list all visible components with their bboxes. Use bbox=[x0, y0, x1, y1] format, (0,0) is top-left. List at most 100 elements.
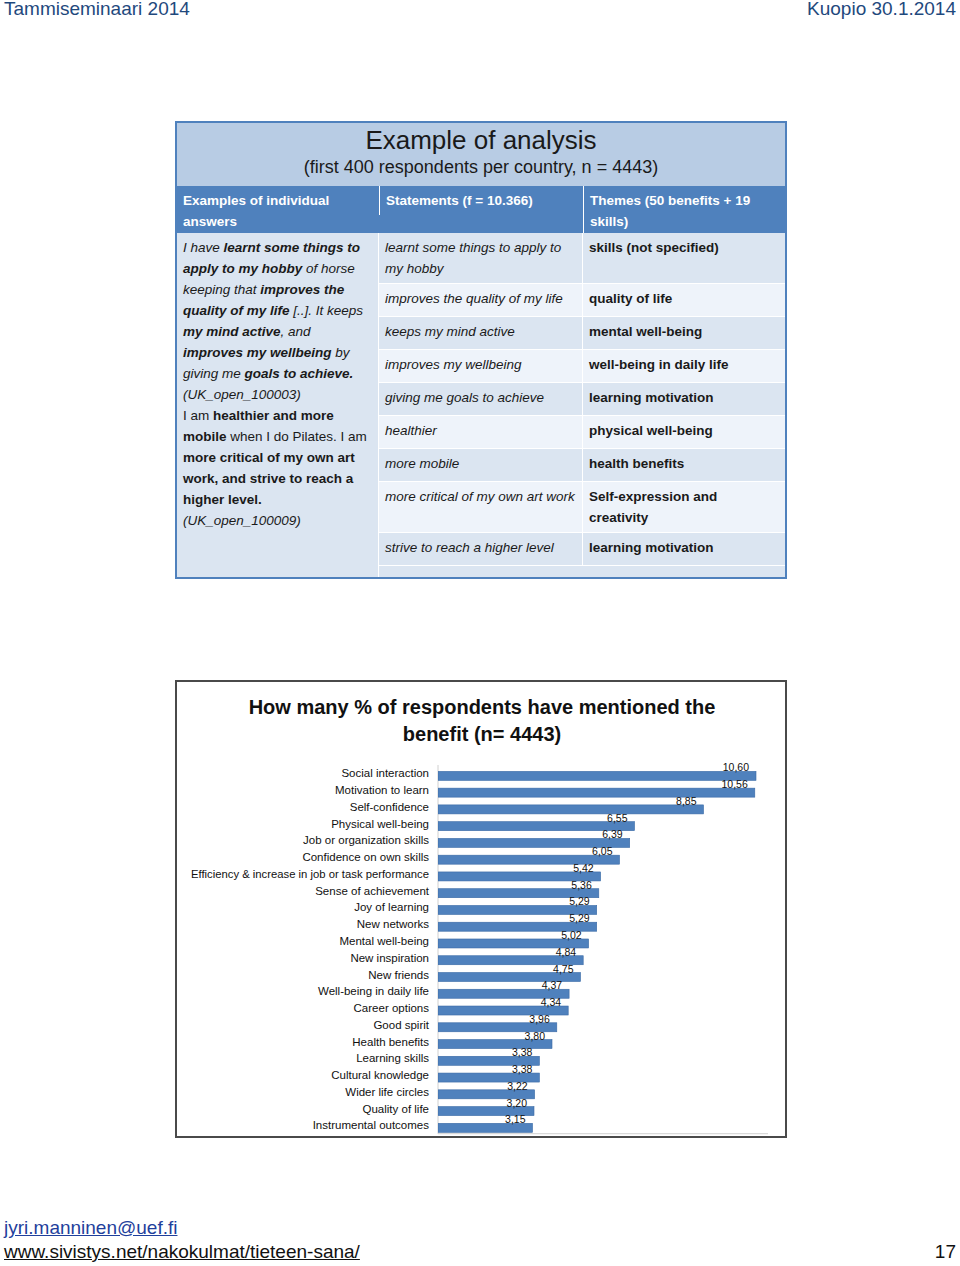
footer-email: jyri.manninen@uef.fi bbox=[4, 1217, 177, 1239]
data-label: 10,56 bbox=[722, 778, 748, 790]
table-row: keeps my mind activemental well-being bbox=[379, 317, 785, 350]
category-label: Health benefits bbox=[352, 1036, 429, 1048]
data-label: 4,84 bbox=[556, 946, 577, 958]
category-label: Instrumental outcomes bbox=[313, 1119, 430, 1131]
data-label: 3,22 bbox=[507, 1080, 528, 1092]
chart-svg: Social interaction 10,60 Motivation to lea… bbox=[177, 682, 785, 1136]
theme-cell: mental well-being bbox=[583, 317, 785, 349]
table-title-area: Example of analysis(first 400 respondent… bbox=[177, 123, 785, 186]
category-label: Mental well-being bbox=[340, 935, 430, 947]
theme-cell: skills (not specified) bbox=[583, 233, 785, 283]
category-label: Wider life circles bbox=[345, 1086, 429, 1098]
table-row: improves the quality of my lifequality o… bbox=[379, 284, 785, 317]
answer-segment: I have bbox=[183, 240, 224, 255]
category-label: New networks bbox=[357, 918, 429, 930]
statement-cell: keeps my mind active bbox=[379, 317, 583, 349]
answer: I am healthier and more mobile when I do… bbox=[183, 405, 372, 510]
answer-segment: , and bbox=[281, 324, 311, 339]
data-label: 4,34 bbox=[541, 996, 562, 1008]
answer-segment: improves my wellbeing bbox=[183, 345, 332, 360]
footer-url: www.sivistys.net/nakokulmat/tieteen-sana… bbox=[4, 1241, 360, 1263]
bar bbox=[438, 788, 755, 797]
data-label: 4,75 bbox=[553, 963, 574, 975]
data-label: 5,42 bbox=[573, 862, 594, 874]
answer-source: (UK_open_100003) bbox=[183, 384, 372, 405]
data-label: 3,20 bbox=[507, 1097, 528, 1109]
category-label: Well-being in daily life bbox=[318, 985, 429, 997]
data-label: 4,37 bbox=[542, 979, 563, 991]
category-label: Learning skills bbox=[356, 1052, 429, 1064]
column-header: Statements (f = 10.366) bbox=[379, 186, 583, 215]
answer-segment: goals to achieve. bbox=[245, 366, 354, 381]
header-right: Kuopio 30.1.2014 bbox=[807, 0, 956, 20]
column-header: Themes (50 benefits + 19 skills) bbox=[583, 186, 785, 236]
category-label: Self-confidence bbox=[350, 801, 429, 813]
statement-cell: more critical of my own art work bbox=[379, 482, 583, 532]
table-row: giving me goals to achievelearning motiv… bbox=[379, 383, 785, 416]
table-row: learnt some things to apply to my hobbys… bbox=[379, 233, 785, 284]
category-label: Social interaction bbox=[341, 767, 429, 779]
data-label: 8,85 bbox=[676, 795, 697, 807]
theme-cell: Self-expression and creativity bbox=[583, 482, 785, 532]
data-label: 3,96 bbox=[529, 1013, 550, 1025]
theme-cell: quality of life bbox=[583, 284, 785, 316]
statement-cell: improves the quality of my life bbox=[379, 284, 583, 316]
data-label: 3,38 bbox=[512, 1046, 533, 1058]
answers-cell: I have learnt some things to apply to my… bbox=[177, 233, 379, 579]
category-label: Quality of life bbox=[363, 1103, 429, 1115]
data-label: 6,39 bbox=[602, 828, 623, 840]
analysis-table: Example of analysis(first 400 respondent… bbox=[175, 121, 787, 579]
data-label: 10,60 bbox=[723, 761, 749, 773]
category-label: Cultural knowledge bbox=[331, 1069, 429, 1081]
category-label: Career options bbox=[354, 1002, 430, 1014]
theme-cell: learning motivation bbox=[583, 533, 785, 565]
answer-segment: I am bbox=[183, 408, 213, 423]
statement-cell: learnt some things to apply to my hobby bbox=[379, 233, 583, 283]
category-label: Job or organization skills bbox=[303, 834, 429, 846]
bar bbox=[438, 805, 704, 814]
statement-cell: healthier bbox=[379, 416, 583, 448]
data-label: 3,38 bbox=[512, 1063, 533, 1075]
answer-segment: my mind active bbox=[183, 324, 281, 339]
data-label: 6,05 bbox=[592, 845, 613, 857]
data-label: 5,02 bbox=[561, 929, 582, 941]
header-left: Tammiseminaari 2014 bbox=[4, 0, 190, 20]
data-label: 3,15 bbox=[505, 1113, 526, 1125]
category-label: Sense of achievement bbox=[315, 885, 430, 897]
bars bbox=[438, 771, 756, 1132]
table-header-row: Examples of individual answersStatements… bbox=[177, 186, 785, 233]
table-rows: learnt some things to apply to my hobbys… bbox=[379, 233, 785, 579]
theme-cell: well-being in daily life bbox=[583, 350, 785, 382]
table-row: more mobilehealth benefits bbox=[379, 449, 785, 482]
theme-cell: learning motivation bbox=[583, 383, 785, 415]
data-label: 5,36 bbox=[571, 879, 592, 891]
theme-cell: physical well-being bbox=[583, 416, 785, 448]
answer: I have learnt some things to apply to my… bbox=[183, 237, 372, 384]
bar bbox=[438, 771, 756, 780]
category-label: Motivation to learn bbox=[335, 784, 429, 796]
table-title: Example of analysis bbox=[177, 123, 785, 155]
data-label: 3,80 bbox=[525, 1030, 546, 1042]
category-label: Physical well-being bbox=[331, 818, 429, 830]
data-label: 6,55 bbox=[607, 812, 628, 824]
category-label: Good spirit bbox=[373, 1019, 429, 1031]
statement-cell: more mobile bbox=[379, 449, 583, 481]
theme-cell: health benefits bbox=[583, 449, 785, 481]
answer-segment: when I do Pilates. I am bbox=[227, 429, 367, 444]
statement-cell: strive to reach a higher level bbox=[379, 533, 583, 565]
page-number: 17 bbox=[935, 1241, 956, 1263]
category-label: New friends bbox=[368, 969, 429, 981]
chart-title: How many % of respondents have mentioned… bbox=[237, 694, 727, 748]
table-row: healthierphysical well-being bbox=[379, 416, 785, 449]
value-axis-line bbox=[438, 1133, 768, 1134]
statement-cell: improves my wellbeing bbox=[379, 350, 583, 382]
data-label: 5,29 bbox=[569, 912, 590, 924]
category-label: New inspiration bbox=[350, 952, 429, 964]
category-label: Efficiency & increase in job or task per… bbox=[191, 868, 429, 880]
answer-source: (UK_open_100009) bbox=[183, 510, 372, 531]
category-label: Confidence on own skills bbox=[302, 851, 429, 863]
category-label: Joy of learning bbox=[354, 901, 429, 913]
column-header: Examples of individual answers bbox=[177, 186, 379, 236]
table-row: strive to reach a higher levellearning m… bbox=[379, 533, 785, 566]
table-subtitle: (first 400 respondents per country, n = … bbox=[177, 155, 785, 179]
